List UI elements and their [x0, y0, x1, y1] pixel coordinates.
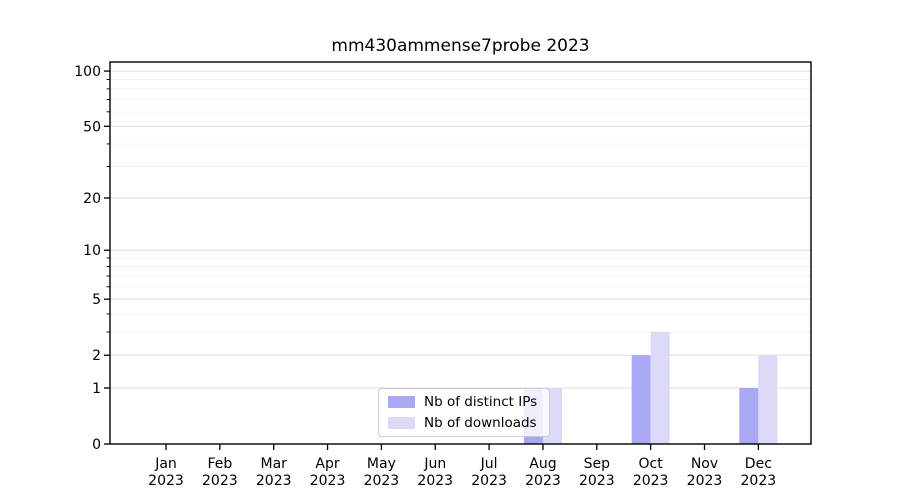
- legend-label-distinct-ips: Nb of distinct IPs: [424, 394, 538, 410]
- x-tick-label-year: 2023: [148, 473, 184, 489]
- x-tick-label-year: 2023: [256, 473, 292, 489]
- x-tick-label-month: Nov: [691, 456, 718, 472]
- x-tick-label-month: Apr: [315, 456, 339, 472]
- bar-nb-of-downloads-oct: [650, 331, 670, 444]
- x-tick-label-year: 2023: [687, 473, 723, 489]
- bar-nb-of-distinct-ips-oct: [631, 355, 651, 444]
- chart-title: mm430ammense7probe 2023: [331, 36, 590, 56]
- x-tick-label-month: Sep: [584, 456, 611, 472]
- y-tick-label: 10: [83, 243, 101, 259]
- y-tick-label: 0: [92, 437, 101, 453]
- x-tick-label-year: 2023: [417, 473, 453, 489]
- x-tick-label-year: 2023: [633, 473, 669, 489]
- x-tick-label-year: 2023: [579, 473, 615, 489]
- x-tick-label-year: 2023: [364, 473, 400, 489]
- x-tick-label-month: Jul: [480, 456, 498, 472]
- x-tick-label-month: Dec: [745, 456, 772, 472]
- x-tick-label-month: May: [367, 456, 396, 472]
- x-tick-label-year: 2023: [471, 473, 507, 489]
- legend-item-distinct-ips: Nb of distinct IPs: [388, 394, 541, 410]
- x-tick-label-month: Jun: [423, 456, 446, 472]
- legend-swatch-distinct-ips: [388, 396, 415, 408]
- legend-label-downloads: Nb of downloads: [424, 415, 537, 431]
- legend-box: Nb of distinct IPs Nb of downloads: [378, 388, 550, 437]
- x-tick-label-year: 2023: [741, 473, 777, 489]
- legend-item-downloads: Nb of downloads: [388, 415, 541, 431]
- legend-swatch-downloads: [388, 417, 415, 429]
- plot-border: [109, 61, 812, 445]
- x-tick-label-month: Feb: [207, 456, 232, 472]
- y-tick-label: 5: [92, 292, 101, 308]
- x-tick-label-year: 2023: [310, 473, 346, 489]
- x-tick-label-month: Aug: [529, 456, 556, 472]
- bar-nb-of-downloads-dec: [758, 355, 778, 444]
- x-tick-label-month: Mar: [260, 456, 287, 472]
- x-tick-label-month: Oct: [639, 456, 664, 472]
- y-tick-label: 1: [92, 381, 101, 397]
- bar-nb-of-distinct-ips-dec: [739, 387, 759, 444]
- y-tick-label: 50: [83, 119, 101, 135]
- x-tick-label-month: Jan: [154, 456, 177, 472]
- x-tick-label-year: 2023: [202, 473, 238, 489]
- y-tick-label: 100: [74, 64, 101, 80]
- x-tick-label-year: 2023: [525, 473, 561, 489]
- y-tick-label: 2: [92, 348, 101, 364]
- y-tick-label: 20: [83, 191, 101, 207]
